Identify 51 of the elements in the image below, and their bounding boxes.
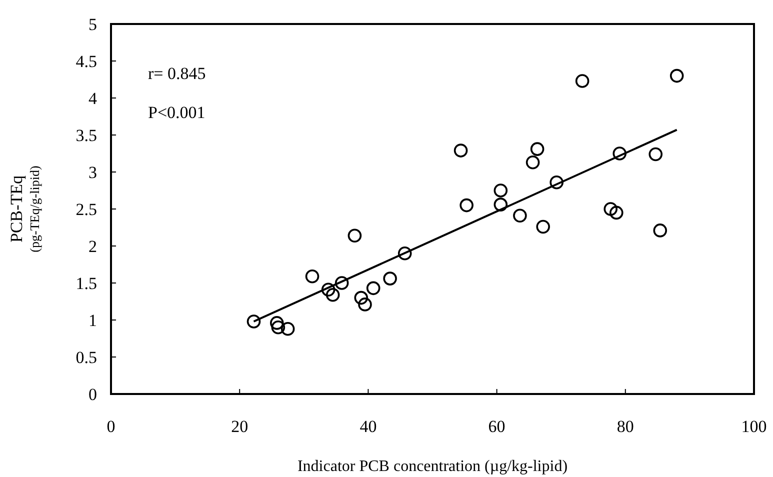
x-tick-label: 20	[231, 416, 248, 436]
y-tick-label: 0	[88, 384, 97, 404]
point	[334, 276, 349, 290]
y-tick-label: 2.5	[76, 200, 97, 219]
point	[271, 320, 286, 334]
y-tick-label: 4.5	[76, 52, 97, 71]
point	[526, 155, 540, 170]
y-tick-label: 5	[88, 14, 97, 34]
point	[321, 282, 336, 297]
y-tick-label: 1.5	[76, 274, 97, 293]
point	[454, 144, 468, 158]
point	[358, 298, 372, 312]
y-tick-label: 1	[88, 310, 97, 330]
point	[612, 146, 627, 160]
y-tick-label: 0.5	[76, 348, 97, 367]
point	[513, 208, 527, 223]
point	[604, 202, 618, 216]
x-tick-label: 80	[616, 416, 634, 436]
point	[610, 206, 624, 220]
x-tick-label: 100	[741, 416, 767, 436]
point	[348, 228, 362, 243]
y-tick-label: 2	[88, 236, 97, 256]
point	[648, 147, 663, 162]
y-tick-label: 4	[88, 88, 98, 108]
point	[326, 288, 340, 302]
x-tick-label: 0	[106, 416, 116, 436]
annotation: P<0.001	[148, 102, 206, 122]
point	[354, 290, 368, 305]
point	[653, 224, 668, 238]
point	[366, 281, 380, 296]
y-axis-title: PCB-TEq (pg-TEq/g-lipid)	[7, 166, 42, 252]
x-axis-title: Indicator PCB concentration (µg/kg-lipid)	[297, 458, 568, 475]
point	[550, 175, 564, 190]
point	[383, 272, 397, 286]
y-tick-label: 3.5	[76, 126, 97, 145]
point	[670, 68, 684, 83]
point	[398, 246, 412, 260]
point	[305, 269, 320, 284]
point	[494, 184, 508, 198]
annotation: r= 0.845	[148, 64, 206, 83]
point	[536, 220, 550, 234]
point	[270, 316, 284, 330]
point	[460, 198, 474, 212]
point	[246, 314, 261, 328]
x-tick-label: 60	[488, 416, 506, 436]
point	[494, 198, 508, 212]
point	[530, 142, 544, 156]
point	[575, 74, 590, 88]
y-tick-label: 3	[88, 162, 97, 182]
x-tick-label: 40	[360, 416, 377, 436]
point	[280, 322, 295, 336]
